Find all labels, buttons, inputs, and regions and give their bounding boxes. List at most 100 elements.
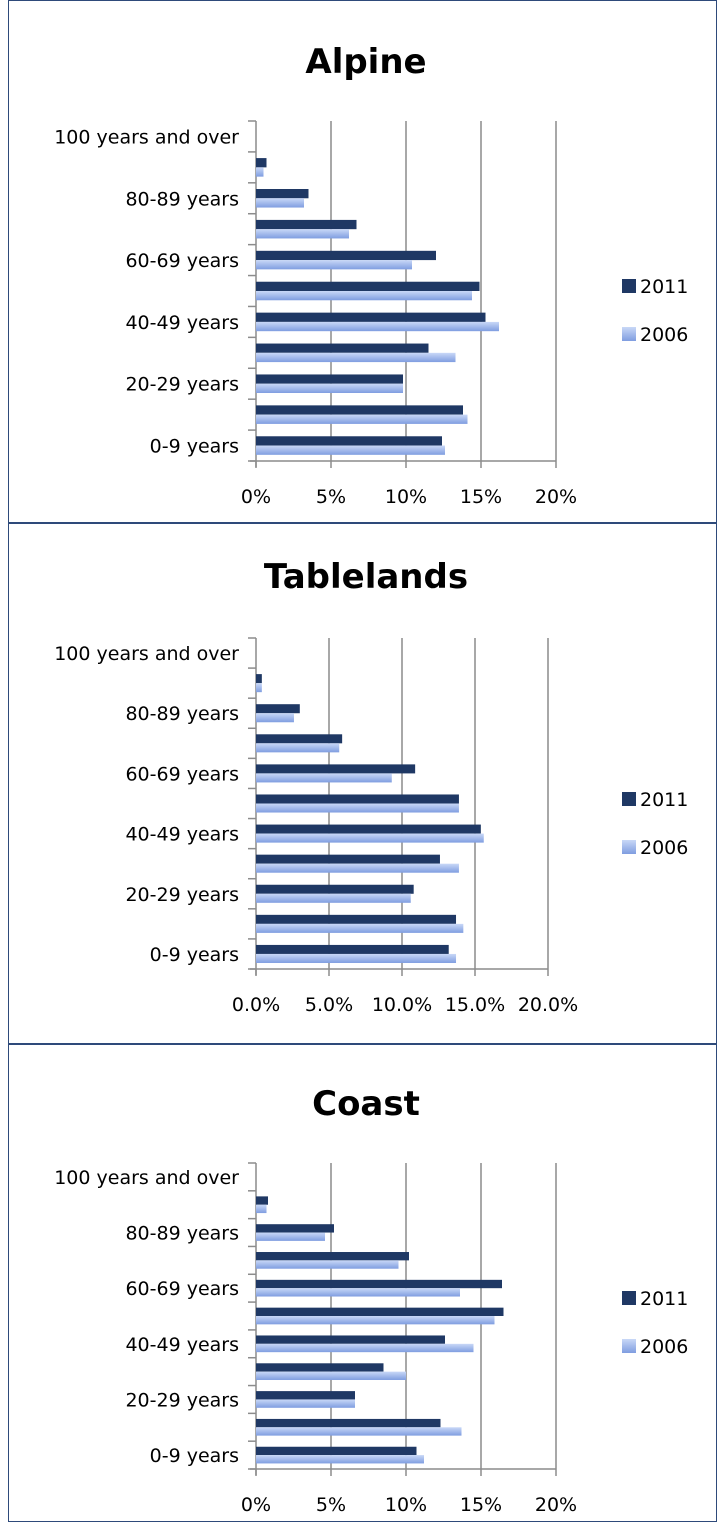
bar-2011 xyxy=(256,734,343,744)
bar-2006 xyxy=(256,893,411,903)
x-tick-label: 20% xyxy=(535,1494,577,1516)
x-tick-label: 5% xyxy=(316,486,346,508)
legend-swatch-2011 xyxy=(622,792,636,806)
y-tick-label: 20-29 years xyxy=(125,374,239,396)
bar-2006 xyxy=(256,773,392,783)
chart-title: Coast xyxy=(312,1084,420,1124)
legend-swatch-2011 xyxy=(622,279,636,293)
y-tick-label: 20-29 years xyxy=(125,884,239,906)
y-tick-label: 100 years and over xyxy=(54,126,239,148)
bar-2006 xyxy=(256,1343,474,1353)
chart-panel-tablelands: Tablelands 0.0% 5.0% 10.0% 15.0% 20.0% 0-9 ye… xyxy=(8,523,717,1044)
bar-2006 xyxy=(256,321,499,332)
x-tick-label: 10% xyxy=(385,1494,427,1516)
x-tick-label: 0.0% xyxy=(232,994,280,1016)
bar-2011 xyxy=(256,343,429,353)
y-tick-label: 100 years and over xyxy=(54,643,239,665)
x-tick-label: 5% xyxy=(316,1494,346,1516)
y-tick-label: 80-89 years xyxy=(125,188,239,210)
y-tick-label: 0-9 years xyxy=(150,436,239,458)
bar-2011 xyxy=(256,250,436,261)
bar-2011 xyxy=(256,884,414,894)
legend-label-2011: 2011 xyxy=(640,1288,688,1310)
bar-2006 xyxy=(256,1399,355,1408)
y-tick-label: 40-49 years xyxy=(125,312,239,334)
bar-2006 xyxy=(256,1232,325,1241)
bar-2006 xyxy=(256,953,457,963)
y-tick-label: 40-49 years xyxy=(125,824,239,846)
legend-label-2011: 2011 xyxy=(640,276,688,298)
bar-2006 xyxy=(256,743,340,753)
bar-2006 xyxy=(256,1260,399,1269)
bar-2006 xyxy=(256,1316,495,1325)
x-tick-label: 20.0% xyxy=(518,994,578,1016)
chart-title: Alpine xyxy=(305,42,426,82)
bar-2006 xyxy=(256,383,403,393)
bar-2006 xyxy=(256,1427,462,1436)
bar-2006 xyxy=(256,803,459,813)
legend-label-2006: 2006 xyxy=(640,1336,688,1358)
bar-2011 xyxy=(256,1335,445,1344)
bar-2006 xyxy=(256,713,294,723)
chart-alpine: Alpine 0% 5% 10% 15% 20% 0-9 years 20-29 years… xyxy=(54,42,688,508)
bar-2006 xyxy=(256,260,412,270)
x-tick-label: 15.0% xyxy=(445,994,505,1016)
bar-2011 xyxy=(256,1224,334,1233)
y-tick-label: 60-69 years xyxy=(125,1278,239,1300)
legend-swatch-2006 xyxy=(622,840,636,854)
legend-label-2006: 2006 xyxy=(640,324,688,346)
bar-2006 xyxy=(256,1288,460,1297)
chart-panel-alpine: Alpine 0% 5% 10% 15% 20% 0-9 years 20-29 years… xyxy=(8,0,717,523)
chart-title: Tablelands xyxy=(264,557,468,597)
bar-2011 xyxy=(256,312,486,322)
bar-2011 xyxy=(256,1307,504,1316)
bar-2006 xyxy=(256,863,459,873)
bar-2011 xyxy=(256,704,300,714)
bar-2006 xyxy=(256,291,472,301)
bar-2011 xyxy=(256,854,440,864)
y-tick-label: 60-69 years xyxy=(125,250,239,272)
bar-2011 xyxy=(256,374,403,384)
bar-2011 xyxy=(256,1252,409,1261)
x-tick-label: 15% xyxy=(460,1494,502,1516)
bar-2011 xyxy=(256,1418,441,1428)
y-tick-label: 60-69 years xyxy=(125,763,239,785)
legend-label-2006: 2006 xyxy=(640,837,688,859)
bar-2011 xyxy=(256,674,262,684)
bar-2006 xyxy=(256,1455,424,1464)
bar-2011 xyxy=(256,1363,384,1372)
bar-2011 xyxy=(256,405,463,415)
chart-tablelands: Tablelands 0.0% 5.0% 10.0% 15.0% 20.0% 0-9 ye… xyxy=(54,557,688,1016)
x-tick-label: 10.0% xyxy=(372,994,432,1016)
legend-swatch-2006 xyxy=(622,1339,636,1353)
x-tick-label: 15% xyxy=(460,486,502,508)
y-tick-label: 40-49 years xyxy=(125,1334,239,1356)
bar-2011 xyxy=(256,794,459,804)
x-tick-label: 5.0% xyxy=(305,994,353,1016)
bar-2006 xyxy=(256,445,445,455)
bar-2006 xyxy=(256,833,484,843)
x-tick-label: 0% xyxy=(241,486,271,508)
bar-2011 xyxy=(256,1279,502,1289)
legend-label-2011: 2011 xyxy=(640,789,688,811)
bar-2006 xyxy=(256,229,349,239)
bar-2011 xyxy=(256,219,357,230)
bar-2006 xyxy=(256,414,468,424)
bar-2011 xyxy=(256,1196,268,1205)
bar-2006 xyxy=(256,198,304,208)
y-tick-label: 80-89 years xyxy=(125,1223,239,1245)
bar-2011 xyxy=(256,764,416,774)
bar-2006 xyxy=(256,167,264,177)
bar-2011 xyxy=(256,189,309,199)
x-tick-label: 0% xyxy=(241,1494,271,1516)
bar-2011 xyxy=(256,914,457,924)
legend-swatch-2006 xyxy=(622,327,636,341)
y-tick-label: 80-89 years xyxy=(125,703,239,725)
bar-2006 xyxy=(256,352,456,363)
bar-2011 xyxy=(256,1391,355,1400)
legend-swatch-2011 xyxy=(622,1291,636,1305)
chart-panel-coast: Coast 0% 5% 10% 15% 20% 0-9 years 20-29 years 4… xyxy=(8,1044,717,1522)
chart-coast: Coast 0% 5% 10% 15% 20% 0-9 years 20-29 years 4… xyxy=(54,1084,688,1516)
bar-2011 xyxy=(256,1446,417,1456)
bar-2011 xyxy=(256,436,442,446)
